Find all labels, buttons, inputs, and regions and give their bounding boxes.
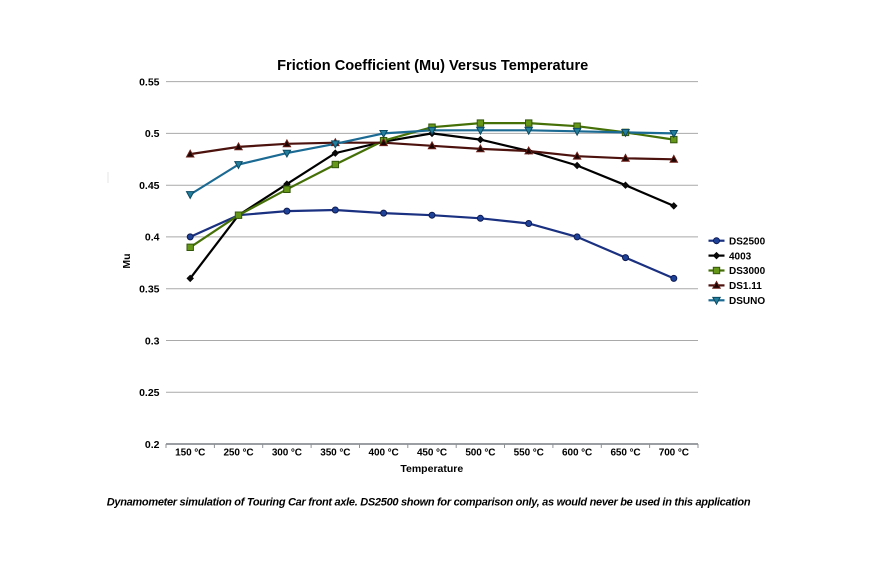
- svg-text:450 °C: 450 °C: [417, 448, 447, 459]
- svg-text:DS1.11: DS1.11: [729, 281, 762, 292]
- svg-text:4003: 4003: [729, 251, 752, 262]
- svg-text:250 °C: 250 °C: [223, 448, 253, 459]
- svg-text:DS2500: DS2500: [729, 236, 766, 247]
- svg-text:550 °C: 550 °C: [514, 448, 544, 459]
- svg-text:0.35: 0.35: [139, 284, 160, 296]
- svg-text:Mu: Mu: [121, 253, 133, 268]
- svg-text:DSUNO: DSUNO: [729, 296, 765, 307]
- svg-text:150 °C: 150 °C: [175, 448, 205, 459]
- svg-text:0.4: 0.4: [145, 232, 160, 244]
- svg-text:300 °C: 300 °C: [272, 448, 302, 459]
- svg-text:650 °C: 650 °C: [610, 448, 640, 459]
- svg-text:0.45: 0.45: [139, 180, 160, 192]
- svg-text:Temperature: Temperature: [400, 463, 463, 475]
- svg-text:DS3000: DS3000: [729, 266, 766, 277]
- svg-text:400 °C: 400 °C: [369, 448, 399, 459]
- svg-text:350 °C: 350 °C: [320, 448, 350, 459]
- svg-text:0.5: 0.5: [145, 128, 160, 140]
- svg-text:0.25: 0.25: [139, 387, 160, 399]
- svg-text:0.55: 0.55: [139, 76, 160, 88]
- svg-text:0.3: 0.3: [145, 335, 160, 347]
- svg-text:500 °C: 500 °C: [465, 448, 495, 459]
- svg-text:0.2: 0.2: [145, 439, 160, 451]
- svg-text:Friction Coefficient (Mu) Vers: Friction Coefficient (Mu) Versus Tempera…: [277, 58, 588, 74]
- svg-text:600 °C: 600 °C: [562, 448, 592, 459]
- svg-text:700 °C: 700 °C: [659, 448, 689, 459]
- svg-text:Dynamometer simulation of Tour: Dynamometer simulation of Touring Car fr…: [107, 497, 751, 509]
